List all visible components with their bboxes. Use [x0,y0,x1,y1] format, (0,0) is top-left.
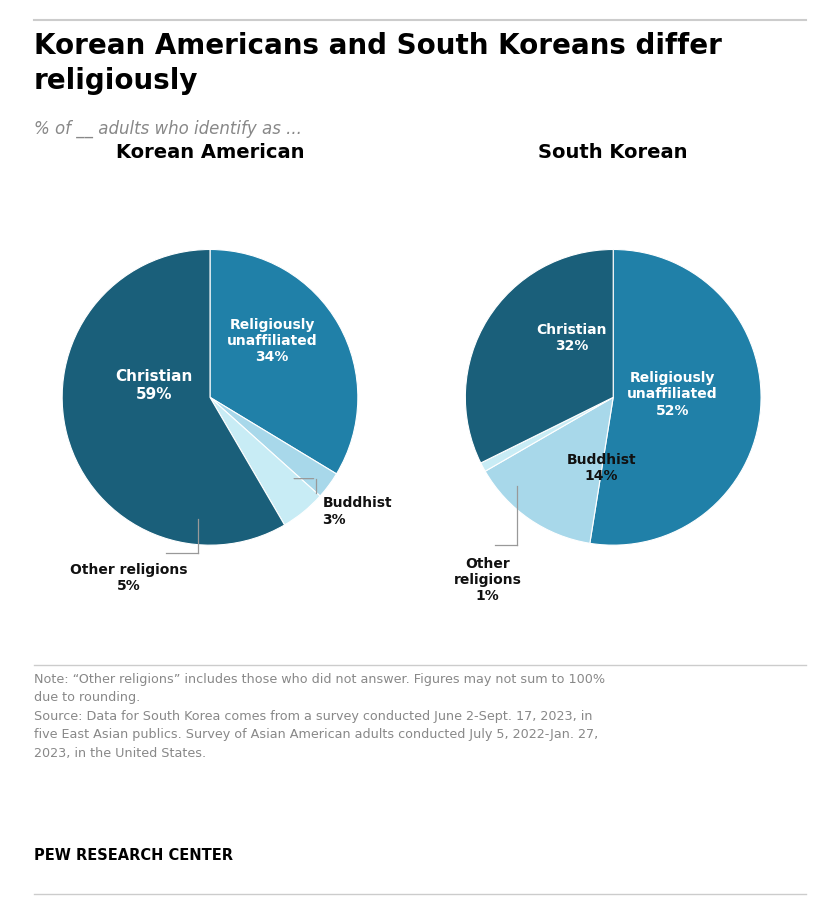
Text: Other
religions
1%: Other religions 1% [454,557,522,603]
Wedge shape [62,249,285,545]
Text: Christian
32%: Christian 32% [537,323,607,353]
Text: Christian
59%: Christian 59% [115,370,192,402]
Text: Buddhist
3%: Buddhist 3% [323,496,392,527]
Text: Korean American: Korean American [116,143,304,163]
Text: South Korean: South Korean [538,143,688,163]
Text: PEW RESEARCH CENTER: PEW RESEARCH CENTER [34,848,233,863]
Text: Korean Americans and South Koreans differ
religiously: Korean Americans and South Koreans diffe… [34,32,722,95]
Wedge shape [486,397,613,543]
Wedge shape [210,249,358,474]
Text: % of __ adults who identify as ...: % of __ adults who identify as ... [34,120,302,139]
Text: Other religions
5%: Other religions 5% [70,563,187,593]
Text: Religiously
unaffiliated
34%: Religiously unaffiliated 34% [227,318,318,364]
Wedge shape [210,397,337,496]
Wedge shape [465,249,613,463]
Wedge shape [480,397,613,471]
Wedge shape [590,249,761,545]
Wedge shape [210,397,320,525]
Text: Note: “Other religions” includes those who did not answer. Figures may not sum t: Note: “Other religions” includes those w… [34,673,605,760]
Text: Religiously
unaffiliated
52%: Religiously unaffiliated 52% [627,371,717,418]
Text: Buddhist
14%: Buddhist 14% [566,453,636,483]
